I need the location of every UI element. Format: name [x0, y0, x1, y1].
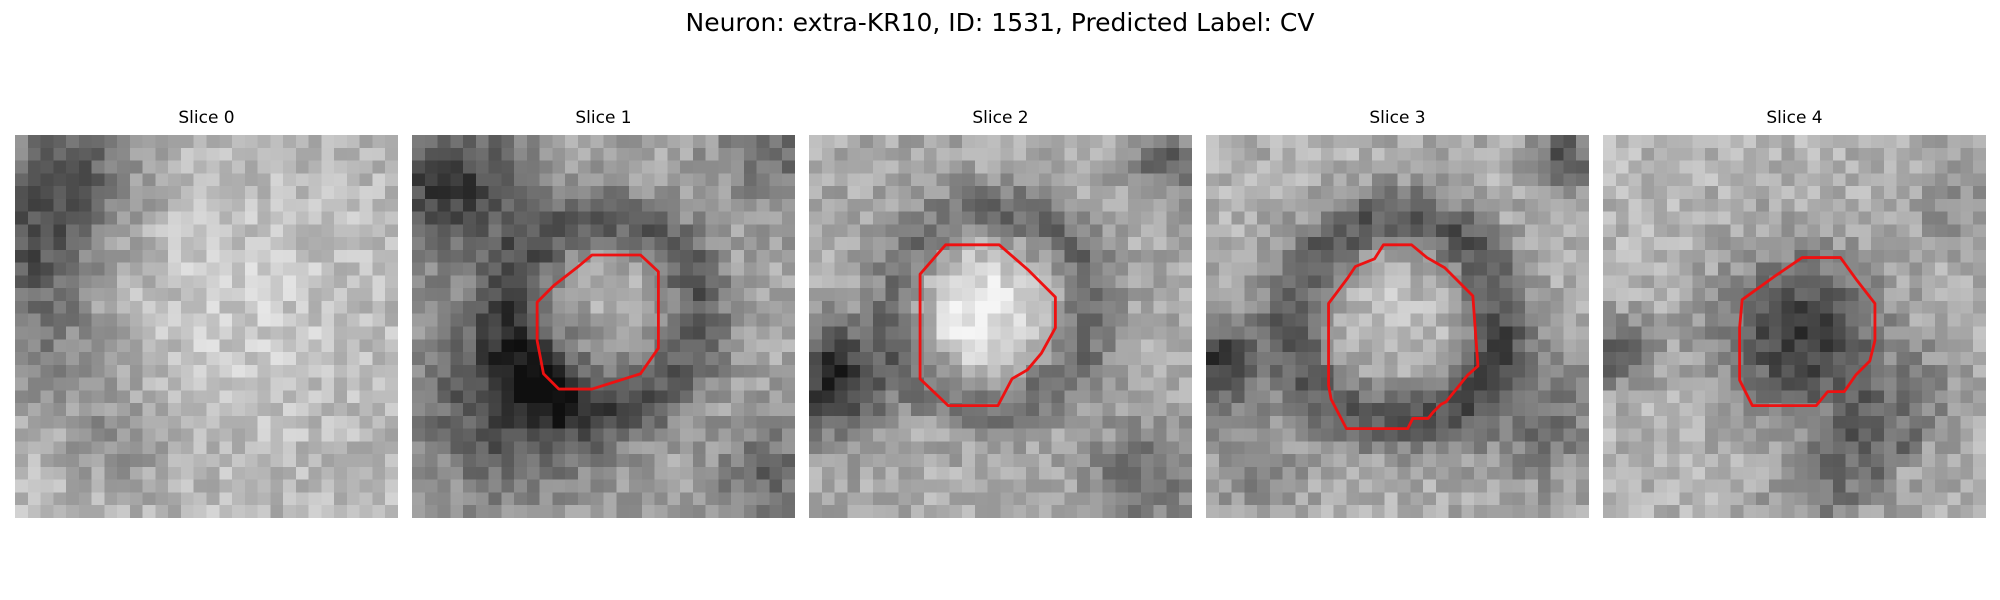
- slice-panel-2: Slice 2: [809, 108, 1192, 518]
- slice-panel-3: Slice 3: [1206, 108, 1589, 518]
- slice-image-1: [412, 135, 795, 518]
- segmentation-contour-4: [1738, 256, 1877, 408]
- slice-image-0: [15, 135, 398, 518]
- slice-image-2: [809, 135, 1192, 518]
- slice-panel-4: Slice 4: [1603, 108, 1986, 518]
- slice-title-1: Slice 1: [575, 108, 632, 128]
- segmentation-contour-3: [1327, 243, 1480, 431]
- slice-title-2: Slice 2: [972, 108, 1029, 128]
- slice-title-0: Slice 0: [178, 108, 235, 128]
- segmentation-contour-2: [918, 243, 1057, 408]
- segmentation-contour-1: [535, 253, 660, 391]
- slice-image-3: [1206, 135, 1589, 518]
- slice-title-4: Slice 4: [1766, 108, 1823, 128]
- figure-title: Neuron: extra-KR10, ID: 1531, Predicted …: [685, 8, 1315, 37]
- slice-image-4: [1603, 135, 1986, 518]
- slice-title-3: Slice 3: [1369, 108, 1426, 128]
- slice-panel-0: Slice 0: [15, 108, 398, 518]
- slice-panel-1: Slice 1: [412, 108, 795, 518]
